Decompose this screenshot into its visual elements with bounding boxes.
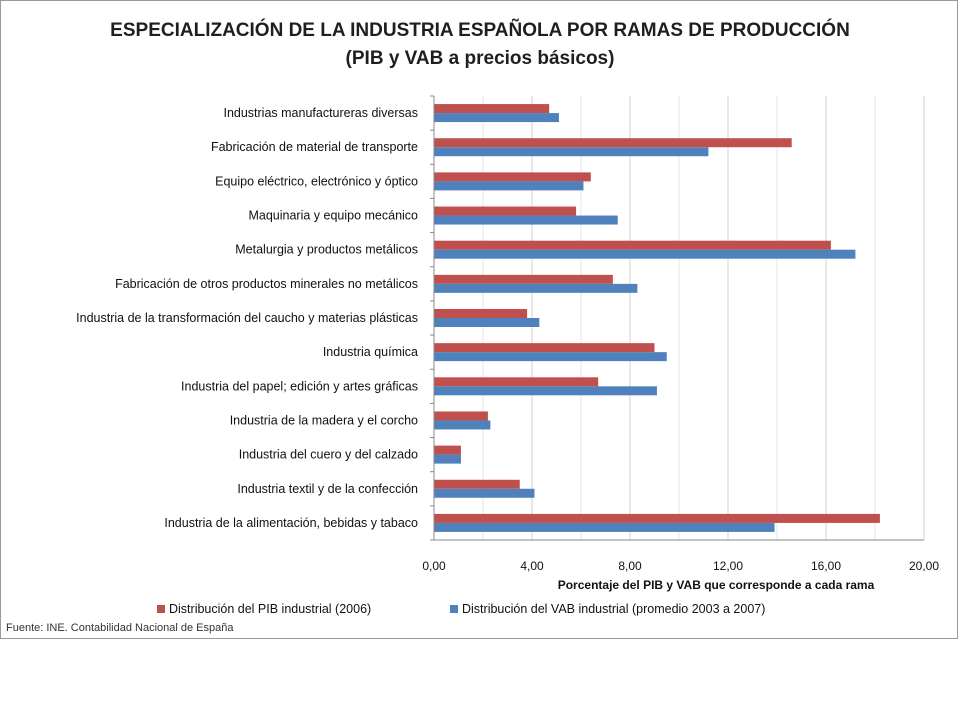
- x-tick-label: 16,00: [811, 559, 841, 573]
- bar-pib-2006: [434, 513, 880, 523]
- category-label: Industria del papel; edición y artes grá…: [181, 379, 418, 393]
- category-label: Industria del cuero y del calzado: [239, 448, 418, 462]
- bar-pib-2006: [434, 377, 599, 387]
- x-axis-title: Porcentaje del PIB y VAB que corresponde…: [558, 578, 875, 592]
- bar-vab-2003-2007: [434, 454, 461, 464]
- bar-pib-2006: [434, 343, 655, 353]
- bar-vab-2003-2007: [434, 147, 709, 157]
- legend-label: Distribución del VAB industrial (promedi…: [462, 602, 765, 616]
- legend-swatch: [157, 605, 165, 613]
- x-tick-label: 8,00: [618, 559, 642, 573]
- category-label: Industria de la alimentación, bebidas y …: [164, 516, 418, 530]
- bar-vab-2003-2007: [434, 283, 638, 293]
- category-label: Fabricación de otros productos minerales…: [115, 277, 418, 291]
- bar-pib-2006: [434, 138, 792, 148]
- category-label: Industria textil y de la confección: [237, 482, 418, 496]
- category-label: Maquinaria y equipo mecánico: [248, 209, 418, 223]
- category-label: Metalurgia y productos metálicos: [235, 243, 418, 257]
- x-tick-label: 4,00: [520, 559, 544, 573]
- bar-vab-2003-2007: [434, 318, 540, 327]
- bar-vab-2003-2007: [434, 181, 584, 191]
- category-labels: Industrias manufactureras diversas Fabric…: [76, 106, 418, 530]
- bar-pib-2006: [434, 479, 520, 489]
- bar-vab-2003-2007: [434, 420, 491, 430]
- chart-subtitle: (PIB y VAB a precios básicos): [345, 48, 615, 69]
- category-label: Industria de la madera y el corcho: [230, 413, 418, 427]
- category-label: Industria química: [323, 345, 418, 359]
- chart-title: ESPECIALIZACIÓN DE LA INDUSTRIA ESPAÑOLA…: [110, 20, 850, 41]
- legend-label: Distribución del PIB industrial (2006): [169, 602, 371, 616]
- bar-pib-2006: [434, 309, 528, 318]
- bar-pib-2006: [434, 206, 577, 216]
- bar-vab-2003-2007: [434, 215, 618, 225]
- x-tick-label: 12,00: [713, 559, 743, 573]
- bar-pib-2006: [434, 104, 550, 114]
- bar-chart: Industrias manufactureras diversas Fabric…: [76, 95, 939, 616]
- bar-pib-2006: [434, 274, 613, 284]
- category-label: Industrias manufactureras diversas: [223, 106, 418, 120]
- bar-pib-2006: [434, 240, 831, 250]
- category-label: Industria de la transformación del cauch…: [76, 311, 418, 325]
- bar-vab-2003-2007: [434, 488, 535, 498]
- bar-vab-2003-2007: [434, 113, 559, 123]
- x-tick-labels: 0,00 4,00 8,00 12,00 16,00 20,00: [422, 559, 939, 573]
- category-label: Fabricación de material de transporte: [211, 140, 418, 154]
- category-label: Equipo eléctrico, electrónico y óptico: [215, 174, 418, 188]
- bars-layer: [434, 104, 880, 532]
- bar-vab-2003-2007: [434, 386, 657, 396]
- bar-pib-2006: [434, 411, 488, 421]
- axis-layer: [430, 95, 924, 541]
- x-tick-label: 20,00: [909, 559, 939, 573]
- legend-swatch: [450, 605, 458, 613]
- source-note: Fuente: INE. Contabilidad Nacional de Es…: [6, 622, 234, 634]
- bar-vab-2003-2007: [434, 522, 775, 532]
- bar-vab-2003-2007: [434, 352, 667, 362]
- bar-pib-2006: [434, 445, 461, 455]
- legend: Distribución del PIB industrial (2006) Di…: [157, 602, 765, 616]
- bar-pib-2006: [434, 172, 591, 182]
- x-tick-label: 0,00: [422, 559, 446, 573]
- bar-vab-2003-2007: [434, 249, 856, 259]
